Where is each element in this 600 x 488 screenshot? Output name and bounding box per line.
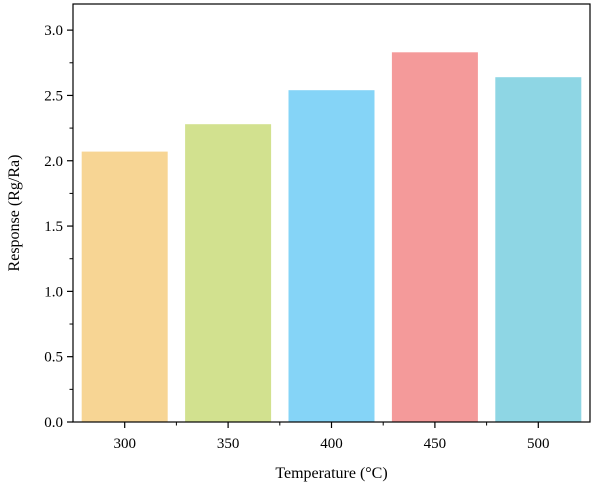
bar-350 xyxy=(185,124,272,422)
bar-450 xyxy=(391,52,478,423)
x-tick-label: 450 xyxy=(424,436,447,452)
x-tick-label: 300 xyxy=(113,436,136,452)
x-tick-label: 350 xyxy=(217,436,240,452)
y-axis-title: Response (Rg/Ra) xyxy=(6,155,23,272)
bar-300 xyxy=(81,151,168,422)
bar-500 xyxy=(495,77,582,422)
y-tick-label: 2.0 xyxy=(44,154,63,170)
y-tick-label: 1.0 xyxy=(44,284,63,300)
x-axis-title: Temperature (°C) xyxy=(275,465,387,482)
y-tick-label: 1.5 xyxy=(44,219,63,235)
bars-group xyxy=(81,52,582,423)
y-tick-label: 0.0 xyxy=(44,415,63,431)
x-tick-label: 500 xyxy=(527,436,550,452)
y-tick-label: 2.5 xyxy=(44,88,63,104)
axes-group: 0.0 0.5 1.0 1.5 2.0 2.5 3.0 300 350 400 450 500 xyxy=(44,3,591,452)
x-tick-label: 400 xyxy=(320,436,343,452)
y-tick-label: 3.0 xyxy=(44,23,63,39)
y-tick-label: 0.5 xyxy=(44,350,63,366)
bar-400 xyxy=(288,90,375,422)
